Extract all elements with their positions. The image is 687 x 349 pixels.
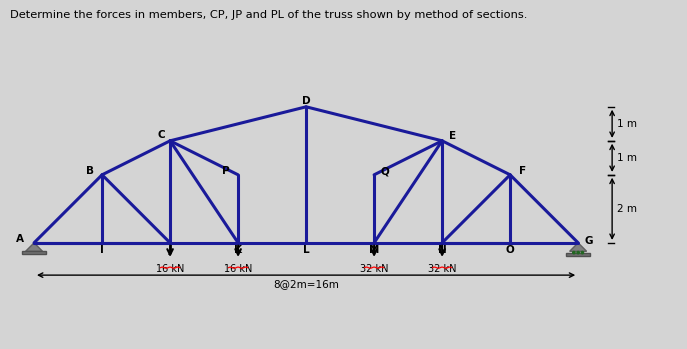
- Text: Determine the forces in members, CP, JP and PL of the truss shown by method of s: Determine the forces in members, CP, JP …: [10, 10, 528, 21]
- FancyBboxPatch shape: [566, 253, 590, 255]
- Circle shape: [577, 251, 579, 254]
- Text: 32 kN: 32 kN: [360, 264, 388, 274]
- Circle shape: [581, 251, 583, 254]
- Text: 1 m: 1 m: [617, 119, 638, 129]
- Text: I: I: [100, 245, 104, 255]
- Text: 2 m: 2 m: [617, 204, 638, 214]
- Text: E: E: [449, 131, 456, 141]
- Text: 16 kN: 16 kN: [224, 264, 252, 274]
- Text: 1 m: 1 m: [617, 153, 638, 163]
- Text: A: A: [16, 235, 24, 244]
- Text: K: K: [234, 245, 242, 255]
- FancyBboxPatch shape: [22, 251, 46, 254]
- Polygon shape: [25, 243, 43, 251]
- Circle shape: [573, 251, 575, 254]
- Text: C: C: [157, 130, 165, 140]
- Text: P: P: [222, 166, 229, 176]
- Text: 32 kN: 32 kN: [428, 264, 456, 274]
- Text: O: O: [506, 245, 515, 255]
- Text: J: J: [168, 245, 172, 255]
- Text: 8@2m=16m: 8@2m=16m: [273, 279, 339, 289]
- Text: Q: Q: [381, 166, 390, 176]
- Text: B: B: [86, 166, 93, 176]
- Text: 16 kN: 16 kN: [156, 264, 184, 274]
- Text: F: F: [519, 166, 526, 176]
- Text: G: G: [585, 236, 594, 246]
- Text: M: M: [369, 245, 379, 255]
- Polygon shape: [570, 243, 587, 251]
- Text: L: L: [303, 245, 309, 255]
- Text: N: N: [438, 245, 447, 255]
- Text: D: D: [302, 96, 311, 106]
